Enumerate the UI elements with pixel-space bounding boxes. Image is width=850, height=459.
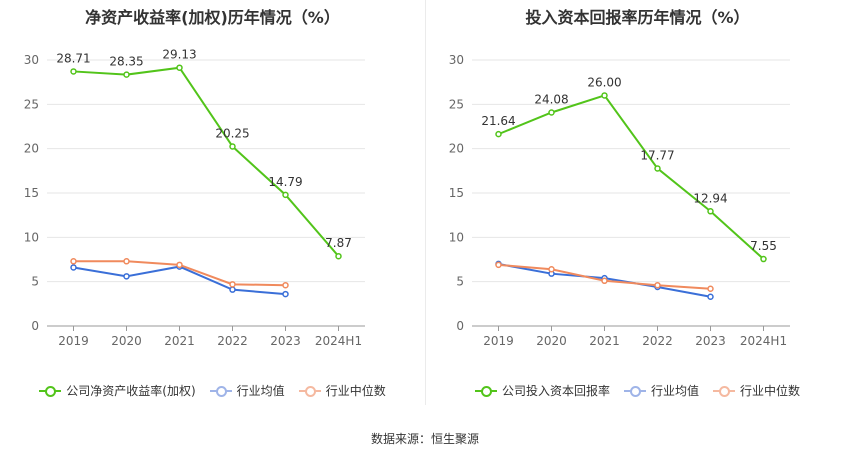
legend-label: 行业中位数 [740, 384, 801, 398]
roic-chart: 0 5 10 15 20 25 30 2019 2020 2021 2022 2023 2024H1 21… [449, 53, 790, 348]
data-point [123, 273, 130, 280]
data-point [229, 286, 236, 293]
data-source-note: 数据来源：恒生聚源 [370, 432, 479, 446]
legend-swatch-icon [713, 385, 735, 397]
data-point [548, 266, 555, 273]
y-tick-label: 30 [449, 53, 464, 67]
data-point [707, 208, 714, 215]
roic-chart-panel: 0 5 10 15 20 25 30 2019 2020 2021 2022 2023 2024H1 21… [425, 0, 850, 420]
legend-label: 公司投入资本回报率 [501, 384, 610, 398]
data-point [229, 281, 236, 288]
y-tick-label: 25 [449, 97, 464, 111]
data-point [70, 68, 77, 75]
y-tick-label: 0 [456, 319, 464, 333]
series-line [73, 265, 286, 296]
data-label: 28.35 [109, 55, 143, 69]
legend-item-industry-mean[interactable]: 行业均值 [209, 382, 285, 399]
legend-item-industry-mean[interactable]: 行业均值 [623, 382, 699, 399]
y-tick-label: 0 [31, 319, 39, 333]
roe-chart-title: 净资产收益率(加权)历年情况（%） [85, 8, 340, 27]
data-point [123, 258, 130, 265]
y-tick-label: 30 [24, 53, 39, 67]
data-label: 24.08 [534, 92, 568, 106]
data-point [176, 64, 183, 71]
roe-chart-panel: 0 5 10 15 20 25 30 2019 2020 2021 2022 2023 2024H1 28… [0, 0, 425, 420]
x-tick-label: 2020 [536, 334, 567, 348]
y-tick-label: 20 [449, 142, 464, 156]
x-tick-label: 2024H1 [315, 334, 362, 348]
data-point [707, 293, 714, 300]
data-label: 29.13 [162, 48, 196, 62]
legend-item-company-roic[interactable]: 公司投入资本回报率 [474, 382, 610, 399]
y-tick-label: 10 [449, 230, 464, 244]
legend-item-industry-median[interactable]: 行业中位数 [713, 382, 800, 399]
legend-label: 公司净资产收益率(加权) [66, 384, 196, 398]
roe-legend: 公司净资产收益率(加权) 行业均值 行业中位数 [0, 382, 425, 399]
data-label: 7.87 [325, 236, 352, 250]
data-point [495, 261, 502, 269]
y-tick-label: 20 [24, 142, 39, 156]
x-tick-label: 2021 [164, 334, 195, 348]
data-label: 21.64 [481, 114, 515, 128]
legend-item-industry-median[interactable]: 行业中位数 [298, 382, 386, 399]
legend-label: 行业均值 [650, 384, 699, 398]
legend-swatch-icon [209, 385, 232, 397]
data-label: 26.00 [587, 75, 621, 89]
data-point [282, 290, 289, 298]
y-tick-label: 25 [24, 97, 39, 111]
legend-label: 行业均值 [236, 384, 285, 398]
x-tick-label: 2023 [270, 334, 301, 348]
panel-divider [425, 0, 426, 405]
roic-legend: 公司投入资本回报率 行业均值 行业中位数 [425, 382, 850, 399]
series-line [498, 94, 765, 260]
roic-chart-title: 投入资本回报率历年情况（%） [525, 8, 750, 27]
roe-chart: 0 5 10 15 20 25 30 2019 2020 2021 2022 2023 2024H1 28… [24, 48, 365, 348]
data-point [335, 252, 342, 260]
data-point [282, 191, 289, 199]
data-point [548, 109, 555, 116]
data-point [601, 277, 608, 285]
data-point [601, 92, 608, 99]
data-label: 28.71 [56, 51, 90, 65]
y-tick-label: 15 [449, 186, 464, 200]
legend-label: 行业中位数 [325, 384, 386, 398]
x-tick-label: 2024H1 [740, 334, 787, 348]
data-point [654, 281, 661, 289]
data-point [70, 264, 77, 271]
x-tick-label: 2022 [642, 334, 673, 348]
data-point [229, 143, 236, 150]
x-tick-label: 2021 [589, 334, 620, 348]
data-label: 7.55 [750, 239, 777, 253]
data-point [760, 255, 767, 263]
legend-swatch-icon [298, 385, 321, 397]
x-tick-label: 2019 [483, 334, 514, 348]
data-label: 12.94 [693, 191, 727, 205]
data-point [282, 281, 289, 289]
y-tick-label: 5 [456, 275, 464, 289]
data-point [707, 285, 714, 293]
data-point [123, 71, 130, 78]
data-label: 20.25 [215, 126, 249, 140]
legend-item-company-roe[interactable]: 公司净资产收益率(加权) [39, 382, 196, 399]
x-tick-label: 2022 [217, 334, 248, 348]
legend-swatch-icon [474, 385, 497, 397]
series-line [73, 66, 340, 257]
legend-swatch-icon [39, 385, 62, 397]
y-tick-label: 10 [24, 230, 39, 244]
data-point [176, 261, 183, 269]
y-tick-label: 15 [24, 186, 39, 200]
x-tick-label: 2020 [111, 334, 142, 348]
y-tick-label: 5 [31, 275, 39, 289]
legend-swatch-icon [623, 385, 646, 397]
data-label: 14.79 [268, 175, 302, 189]
data-point [654, 165, 661, 172]
data-label: 17.77 [640, 148, 674, 162]
data-point [495, 130, 502, 138]
x-tick-label: 2019 [58, 334, 89, 348]
data-point [70, 258, 77, 265]
x-tick-label: 2023 [695, 334, 726, 348]
